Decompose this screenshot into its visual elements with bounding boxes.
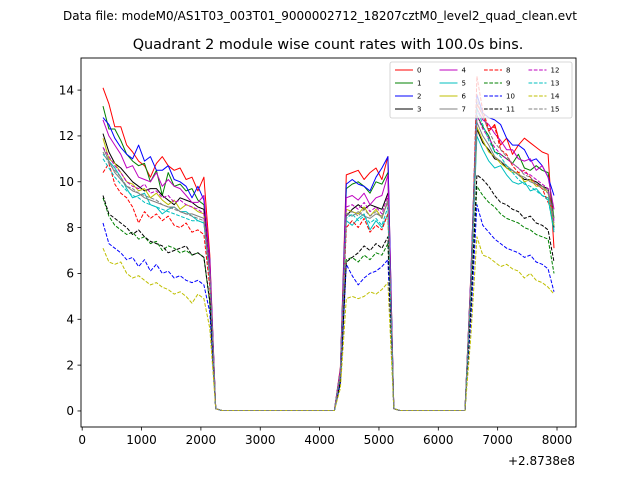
y-tick-label: 2 [66, 358, 74, 372]
x-tick-label: 3000 [245, 433, 276, 447]
x-tick-label: 0 [78, 433, 86, 447]
y-tick-label: 10 [59, 175, 74, 189]
legend-label-10: 10 [506, 93, 515, 101]
x-tick-label: 8000 [542, 433, 573, 447]
x-tick-label: 7000 [482, 433, 513, 447]
x-tick-label: 2000 [186, 433, 217, 447]
series-line-10 [102, 204, 555, 411]
y-tick-label: 14 [59, 83, 74, 97]
x-tick-label: 1000 [126, 433, 157, 447]
suptitle: Data file: modeM0/AS1T03_003T01_90000027… [63, 9, 577, 23]
legend-label-9: 9 [506, 80, 510, 88]
x-tick-label: 5000 [364, 433, 395, 447]
y-tick-label: 8 [66, 221, 74, 235]
y-tick-label: 4 [66, 312, 74, 326]
x-tick-label: 4000 [304, 433, 335, 447]
legend-label-15: 15 [551, 106, 560, 114]
legend-label-11: 11 [506, 106, 515, 114]
legend-label-0: 0 [417, 67, 421, 75]
x-axis: 0 1000 2000 3000 4000 5000 6000 7000 8000 [78, 427, 572, 447]
legend-label-2: 2 [417, 93, 421, 101]
series-line-9 [102, 185, 555, 411]
legend-label-13: 13 [551, 80, 560, 88]
legend-label-12: 12 [551, 67, 560, 75]
series-line-14 [102, 236, 555, 411]
legend-label-1: 1 [417, 80, 421, 88]
chart-title: Quadrant 2 module wise count rates with … [133, 37, 524, 53]
plot-area [102, 75, 555, 411]
legend-label-14: 14 [551, 93, 560, 101]
y-tick-label: 0 [66, 404, 74, 418]
x-tick-label: 6000 [423, 433, 454, 447]
legend-label-6: 6 [462, 93, 467, 101]
legend-label-4: 4 [462, 67, 467, 75]
legend-label-7: 7 [462, 106, 466, 114]
y-axis: 0 2 4 6 8 10 12 14 [59, 83, 81, 418]
legend-label-3: 3 [417, 106, 421, 114]
y-tick-label: 6 [66, 267, 74, 281]
legend-label-5: 5 [462, 80, 466, 88]
legend-box [389, 61, 573, 119]
y-tick-label: 12 [59, 129, 74, 143]
axes-frame [80, 57, 577, 428]
legend-label-8: 8 [506, 67, 510, 75]
x-offset-label: +2.8738e8 [508, 454, 575, 468]
